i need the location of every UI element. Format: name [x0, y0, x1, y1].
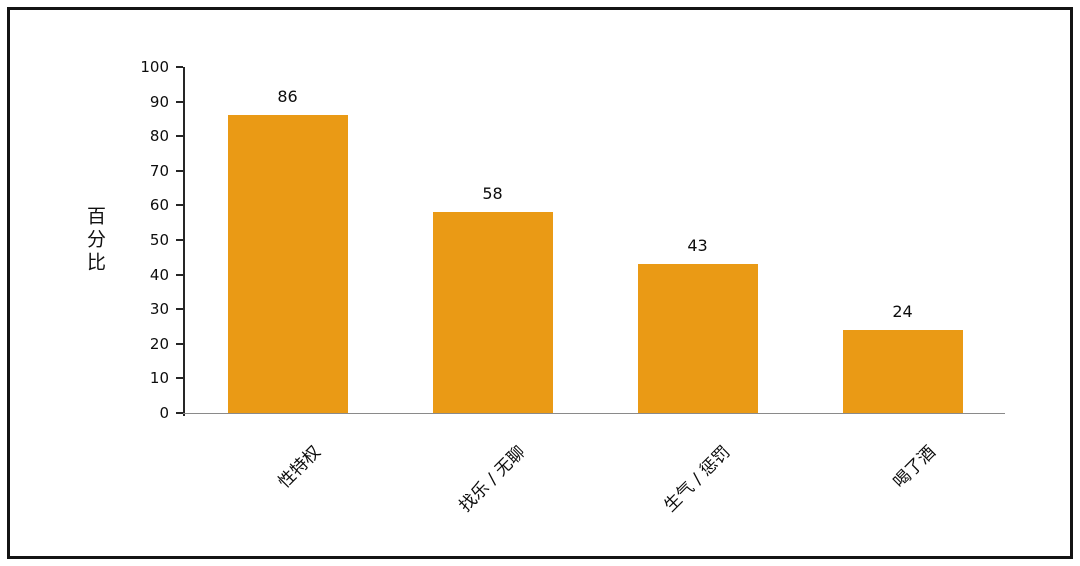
y-tick-label: 90 [149, 92, 169, 111]
y-tick-label: 70 [149, 161, 169, 180]
bar [227, 115, 348, 413]
y-tick-label: 100 [140, 58, 169, 76]
y-tick-mark [176, 412, 183, 414]
y-axis-title: 百分比 [84, 205, 106, 275]
x-category-label: 找乐 / 无聊 [455, 442, 530, 517]
bar [637, 264, 758, 413]
y-tick-mark [176, 239, 183, 241]
y-tick-label: 30 [149, 300, 169, 319]
y-tick-label: 20 [149, 334, 169, 353]
y-tick-mark [176, 100, 183, 103]
y-tick-label: 40 [149, 265, 169, 284]
bar [432, 212, 553, 413]
y-tick-label: 10 [149, 369, 169, 388]
bar-value-label: 43 [687, 236, 708, 256]
y-tick-mark [176, 377, 183, 380]
y-tick-mark [176, 308, 183, 311]
x-category-label: 喝了酒 [889, 442, 940, 493]
chart-frame: 百分比 0 10 20 30 40 50 60 70 80 90 100 86 58 43 24 性特权 找… [7, 7, 1073, 559]
y-tick-label: 60 [149, 196, 169, 215]
x-category-label: 性特权 [274, 442, 325, 493]
y-tick-label: 80 [149, 127, 169, 146]
y-tick-mark [176, 273, 183, 276]
y-tick-mark [176, 66, 183, 68]
y-tick-mark [176, 135, 183, 138]
bar [842, 329, 963, 413]
x-category-label: 生气 / 惩罚 [660, 442, 735, 517]
x-axis-line [183, 413, 1005, 414]
y-tick-label: 50 [149, 231, 169, 249]
bar-value-label: 58 [482, 184, 503, 204]
bar-value-label: 86 [277, 87, 298, 107]
y-tick-mark [176, 169, 183, 172]
plot-area: 0 10 20 30 40 50 60 70 80 90 100 86 58 43 24 性特权 找乐 / … [140, 58, 1005, 516]
y-tick-mark [176, 204, 183, 207]
y-axis-line [183, 67, 185, 417]
y-tick-mark [176, 342, 183, 345]
bar-value-label: 24 [892, 301, 913, 321]
y-tick-label: 0 [159, 404, 169, 422]
